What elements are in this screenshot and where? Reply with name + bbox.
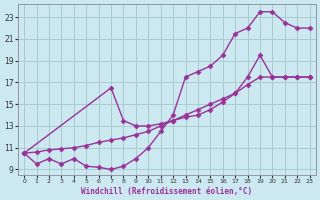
X-axis label: Windchill (Refroidissement éolien,°C): Windchill (Refroidissement éolien,°C): [81, 187, 252, 196]
